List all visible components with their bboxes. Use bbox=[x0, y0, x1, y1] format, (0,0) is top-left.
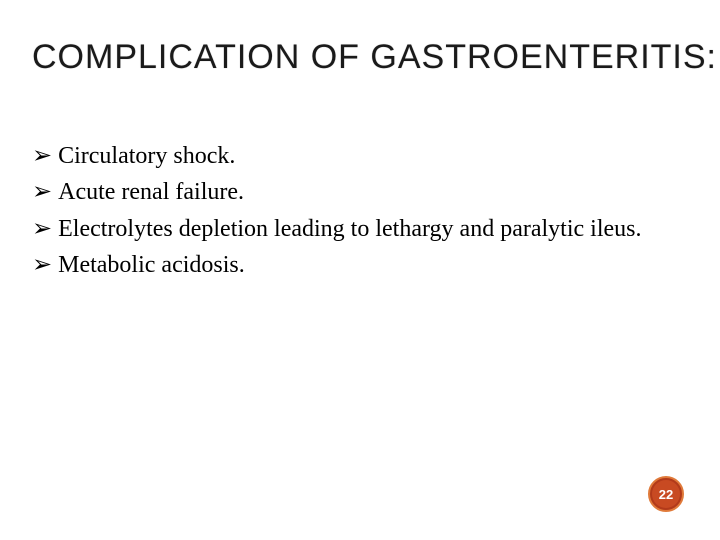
list-item: ➢ Circulatory shock. bbox=[32, 140, 660, 172]
page-number-badge: 22 bbox=[648, 476, 684, 512]
list-item: ➢ Metabolic acidosis. bbox=[32, 249, 660, 281]
bullet-list: ➢ Circulatory shock. ➢ Acute renal failu… bbox=[32, 140, 660, 286]
page-number-text: 22 bbox=[659, 487, 673, 502]
bullet-icon: ➢ bbox=[32, 249, 52, 281]
list-item-text: Circulatory shock. bbox=[58, 140, 660, 172]
list-item: ➢ Electrolytes depletion leading to leth… bbox=[32, 213, 660, 245]
bullet-icon: ➢ bbox=[32, 140, 52, 172]
slide-title: COMPLICATION OF GASTROENTERITIS: bbox=[32, 40, 717, 74]
list-item: ➢ Acute renal failure. bbox=[32, 176, 660, 208]
list-item-text: Metabolic acidosis. bbox=[58, 249, 660, 281]
bullet-icon: ➢ bbox=[32, 213, 52, 245]
list-item-text: Acute renal failure. bbox=[58, 176, 660, 208]
bullet-icon: ➢ bbox=[32, 176, 52, 208]
slide: COMPLICATION OF GASTROENTERITIS: ➢ Circu… bbox=[0, 0, 720, 540]
list-item-text: Electrolytes depletion leading to lethar… bbox=[58, 213, 660, 245]
